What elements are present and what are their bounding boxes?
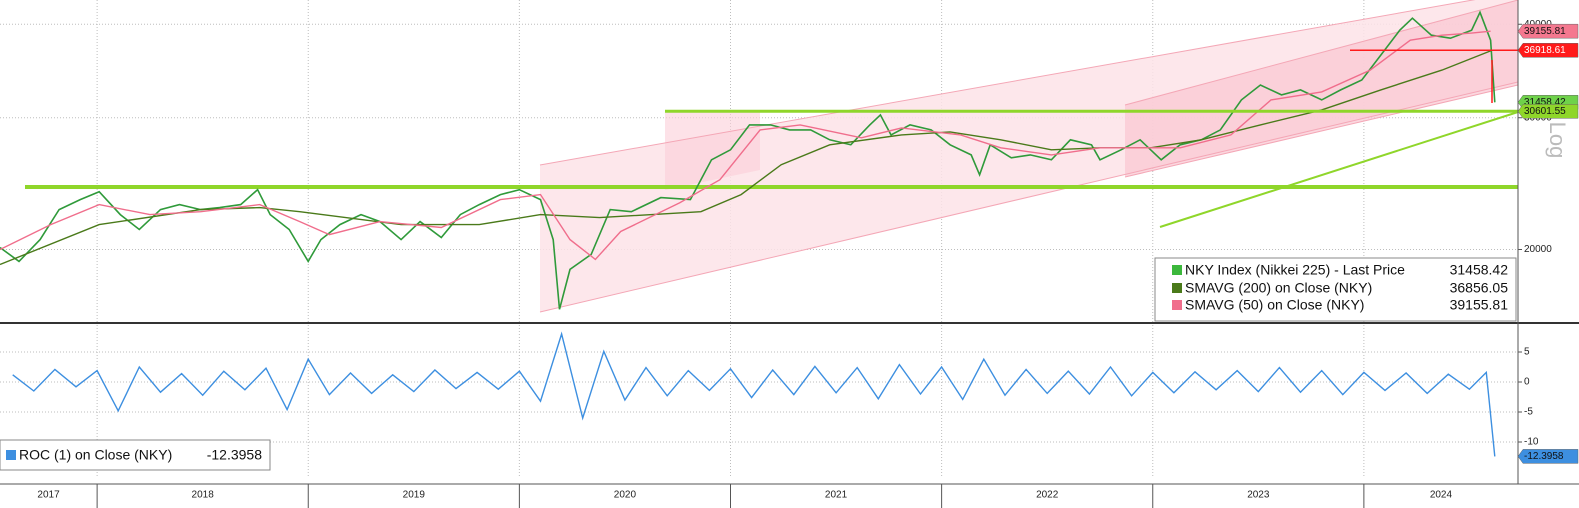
legend-label: NKY Index (Nikkei 225) - Last Price [1185, 262, 1405, 278]
x-tick-label: 2020 [614, 490, 637, 501]
legend-value: 36856.05 [1450, 280, 1509, 296]
series-line [0, 10, 1496, 310]
axis-tag [1517, 104, 1579, 119]
axis-tag-label: -12.3958 [1524, 451, 1564, 462]
channel-line [539, 0, 1476, 166]
legend-label: SMAVG (50) on Close (NKY) [1185, 297, 1364, 313]
axis-tag-label: 39155.81 [1524, 26, 1566, 37]
x-tick-label: 2018 [192, 490, 215, 501]
axis-tag-label: 30601.55 [1524, 106, 1566, 117]
x-tick-label: 2017 [37, 490, 60, 501]
y-tick-label: 0 [1524, 377, 1530, 388]
axis-tag [1517, 43, 1579, 58]
legend-value: 31458.42 [1450, 262, 1509, 278]
legend-value: 39155.81 [1450, 297, 1509, 313]
channel-shade [1125, 0, 1518, 177]
legend-value: -12.3958 [207, 447, 262, 463]
x-tick-label: 2019 [403, 490, 426, 501]
y-tick-label: -10 [1524, 437, 1539, 448]
legend-box [1154, 257, 1517, 322]
y-tick-label: -5 [1524, 407, 1533, 418]
channel-line [1124, 0, 1519, 106]
series-line [12, 331, 1496, 457]
series-line [0, 30, 1491, 261]
axis-tags: 31458.42 39155.81 36918.61 30601.55 -12.3958 [1517, 23, 1579, 464]
axis-tag [1517, 23, 1579, 39]
legend-swatch [1172, 265, 1182, 275]
axis-tag [1517, 449, 1579, 464]
channel-line [539, 81, 1519, 313]
x-tick-label: 2023 [1247, 490, 1270, 501]
legend: ROC (1) on Close (NKY) -12.3958 [0, 439, 271, 471]
x-tick-label: 2024 [1430, 490, 1453, 501]
legend-box [0, 439, 271, 471]
y-tick-label: 5 [1524, 347, 1530, 358]
axis-tag-label: 31458.42 [1524, 97, 1566, 108]
axis-label: Log [1545, 122, 1570, 159]
legend-label: SMAVG (200) on Close (NKY) [1185, 280, 1372, 296]
x-tick-label: 2022 [1036, 490, 1059, 501]
plot-area [0, 10, 1518, 457]
y-tick-label: 20000 [1524, 244, 1552, 255]
trend-line [1159, 111, 1519, 228]
series-line [0, 50, 1491, 266]
channel-line [1124, 84, 1519, 178]
legend-swatch [1172, 300, 1182, 310]
legend-swatch [1172, 283, 1182, 293]
x-tick-label: 2021 [825, 490, 848, 501]
axis-tag-label: 36918.61 [1524, 45, 1566, 56]
legend: NKY Index (Nikkei 225) - Last Price 3145… [1154, 257, 1517, 322]
legend-label: ROC (1) on Close (NKY) [19, 447, 172, 463]
legend-swatch [6, 450, 16, 460]
